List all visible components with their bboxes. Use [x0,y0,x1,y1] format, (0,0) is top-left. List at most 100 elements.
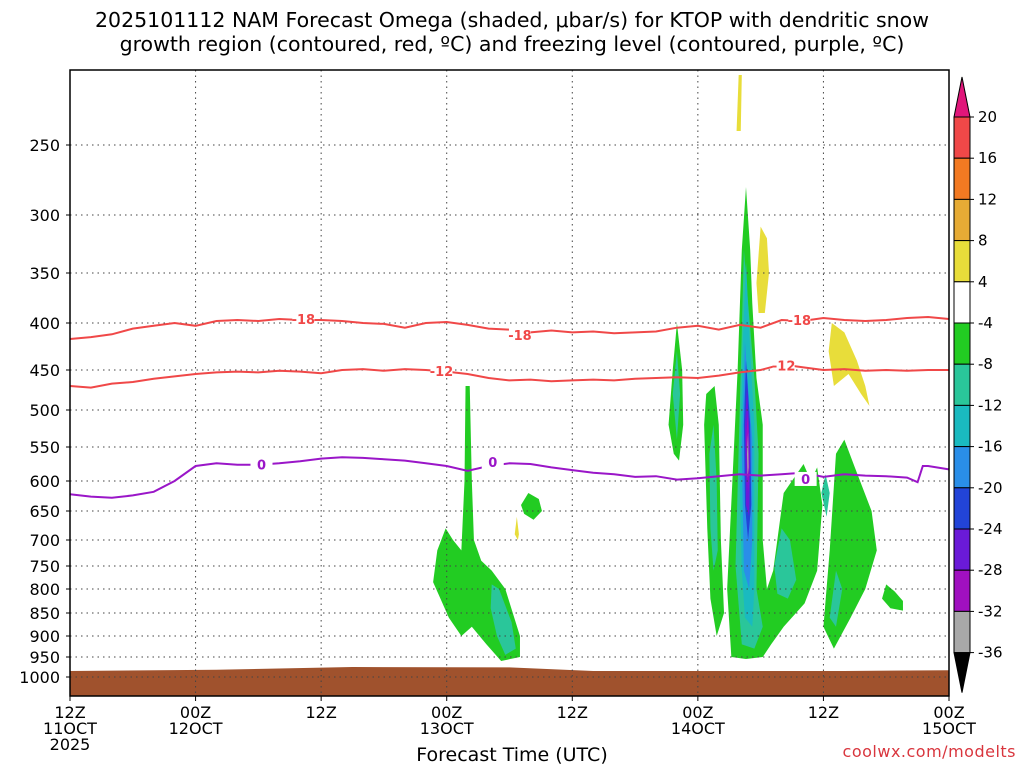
colorbar-band-4 [953,281,971,324]
contour-label-bg-2-2 [794,471,817,486]
x-tick-label-84-1: 15OCT [922,719,976,738]
contour-layer: -18 -18 -18 -12 -12 0 0 0 [69,312,950,499]
colorbar-bottom-arrow [953,652,971,693]
x-tick-label-0-1: 11OCT [43,719,97,738]
y-tick-label-850: 850 [29,604,60,623]
y-tick-label-750: 750 [29,557,60,576]
contour-label-0-2: -18 [788,314,812,329]
colorbar-band-3 [953,240,971,283]
x-tick-label-12-0: 00Z [180,703,211,722]
colorbar-label-13: -36 [978,644,1003,662]
x-tick-label-48-0: 12Z [557,703,588,722]
colorbar-top-arrow [953,76,971,118]
y-tick-label-300: 300 [29,206,60,225]
ground-terrain [70,671,949,696]
omega-region-14oct-b-teal [709,424,718,571]
omega-region-14oct-main-gray [747,432,749,478]
y-tick-label-450: 450 [29,361,60,380]
colorbar-band-2 [953,198,971,242]
x-tick-label-36-0: 00Z [431,703,462,722]
colorbar-label-2: 12 [978,190,997,208]
x-tick-label-84-0: 00Z [933,703,964,722]
colorbar-band-7 [953,404,971,448]
y-tick-label-600: 600 [29,472,60,491]
y-tick-label-400: 400 [29,314,60,333]
colorbar-band-5 [953,322,971,365]
y-tick-label-250: 250 [29,136,60,155]
omega-positive-region-a [756,226,770,313]
colorbar-label-7: -12 [978,396,1003,414]
colorbar-band-9 [953,487,971,530]
contour-label-2-2: 0 [801,473,810,488]
omega-region-14oct-a-teal [672,351,681,440]
colorbar-label-3: 8 [978,232,988,250]
omega-region-13oct-yellow [514,516,519,540]
gridlines [69,70,950,696]
omega-region-14oct-far-green [882,584,903,611]
y-tick-label-350: 350 [29,264,60,283]
y-tick-label-1000: 1000 [19,668,60,687]
colorbar-label-11: -28 [978,561,1003,579]
x-tick-label-24-0: 12Z [305,703,336,722]
omega-region-13oct-teal [490,584,516,655]
contour-line-2 [69,456,950,499]
y-axis: 250 300 350 400 450 500 550 600 650 700 750 800 850 9… [19,136,70,687]
credit-text: coolwx.com/modelts [842,742,1016,761]
colorbar-label-9: -20 [978,479,1003,497]
colorbar-label-4: 4 [978,273,988,291]
colorbar-label-12: -32 [978,602,1003,620]
colorbar-label-0: 20 [978,108,997,126]
y-tick-label-800: 800 [29,580,60,599]
colorbar-band-12 [953,610,971,654]
contour-label-2-1: 0 [488,456,497,471]
x-tick-label-12-1: 12OCT [169,719,223,738]
colorbar-label-10: -24 [978,520,1003,538]
contour-label-1-0: -12 [430,365,454,380]
x-tick-label-0-2: 2025 [50,735,91,754]
y-tick-label-500: 500 [29,401,60,420]
contour-line-1 [69,363,949,389]
omega-region-13oct-small [521,493,542,520]
omega-positive-region-b [828,323,870,406]
chart-title-line-1: 2025101112 NAM Forecast Omega (shaded, μ… [95,8,929,32]
y-tick-label-900: 900 [29,627,60,646]
contour-label-0-0: -18 [292,313,316,328]
x-tick-label-0-0: 12Z [54,703,85,722]
chart-title-line-2: growth region (contoured, red, ºC) and f… [119,32,905,56]
contour-label-bg-1-1 [772,358,795,373]
contour-label-bg-2-1 [481,454,504,469]
omega-region-14oct-side-teal [774,528,797,599]
omega-region-14oct-east-teal2 [821,474,830,517]
contour-label-0-1: -18 [508,329,532,344]
x-tick-label-60-0: 00Z [682,703,713,722]
y-tick-label-650: 650 [29,502,60,521]
colorbar: 20 16 12 8 4 -4 -8 -12 -16 -20 -24 -28 -32 -36 [953,76,1003,693]
colorbar-label-5: -4 [978,314,993,332]
plot-frame [69,69,950,697]
chart-title: 2025101112 NAM Forecast Omega (shaded, μ… [0,8,1024,56]
colorbar-band-6 [953,363,971,406]
x-axis-label: Forecast Time (UTC) [416,744,608,766]
colorbar-label-8: -16 [978,438,1003,456]
x-tick-label-60-1: 14OCT [671,719,725,738]
contour-label-2-0: 0 [257,459,266,474]
y-tick-label-950: 950 [29,648,60,667]
contour-label-bg-2-0 [250,457,273,472]
contour-label-1-1: -12 [772,359,796,374]
contour-label-bg-0-0 [292,312,315,326]
colorbar-band-8 [953,446,971,489]
contour-label-bg-0-1 [508,328,531,343]
y-tick-label-550: 550 [29,438,60,457]
omega-positive-region-c [736,75,742,131]
x-tick-label-36-1: 13OCT [420,719,474,738]
colorbar-band-10 [953,528,971,571]
colorbar-band-11 [953,569,971,612]
colorbar-label-1: 16 [978,149,997,167]
contour-label-bg-0-2 [788,313,811,327]
omega-shading-layer [70,75,949,673]
x-tick-label-72-0: 12Z [808,703,839,722]
contour-label-bg-1-0 [430,363,453,378]
colorbar-label-6: -8 [978,355,993,373]
